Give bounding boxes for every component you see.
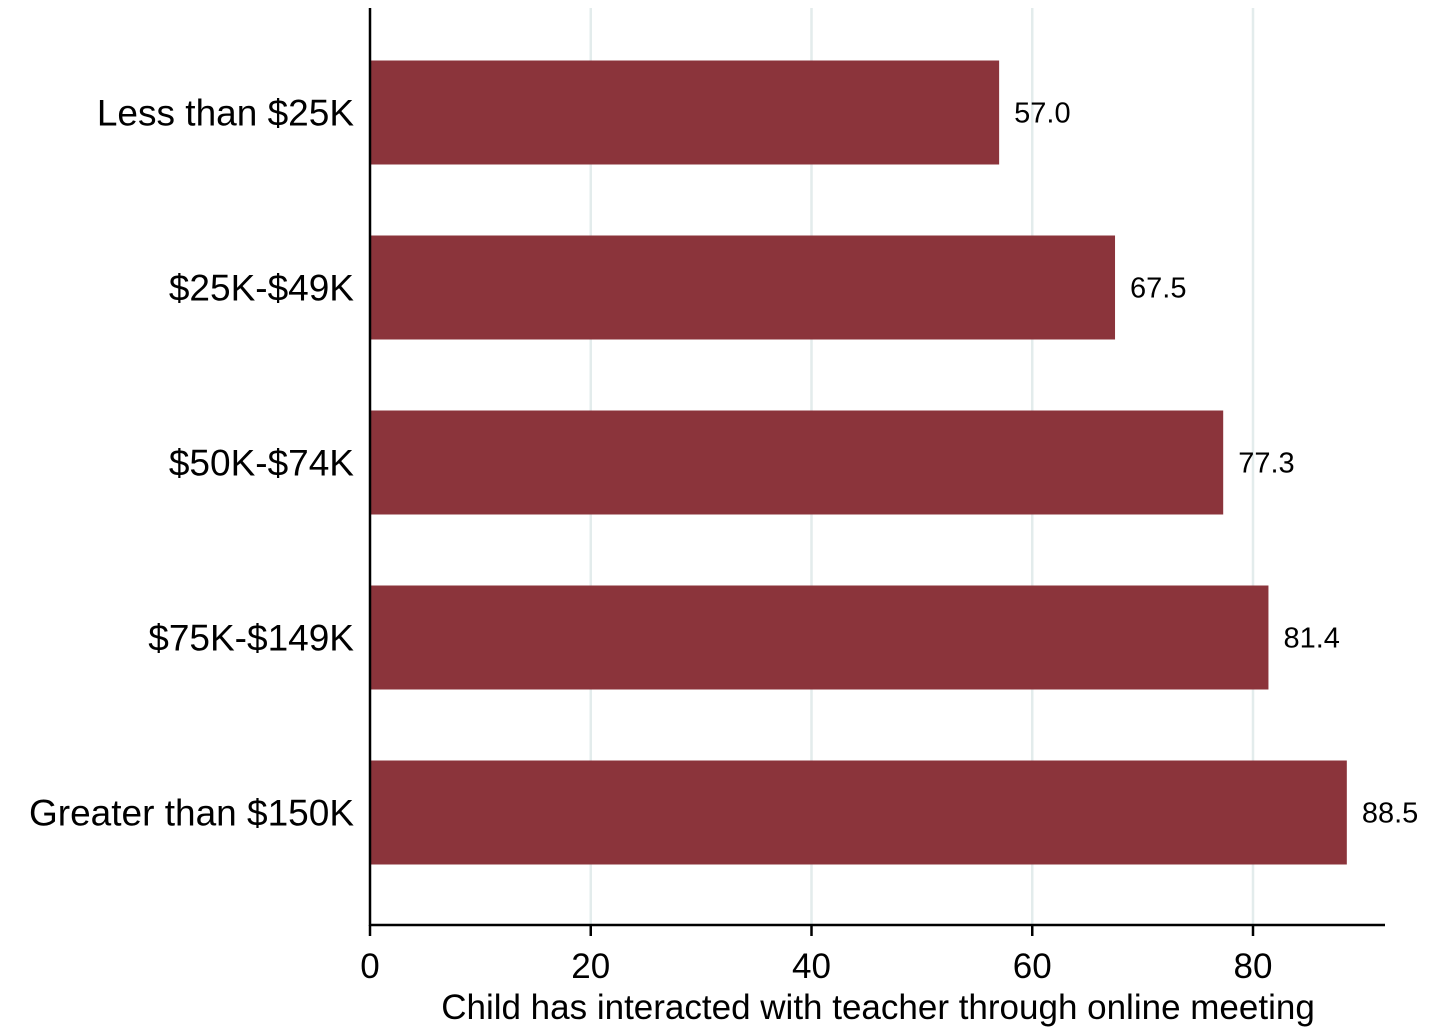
bar-2 xyxy=(370,235,1116,340)
x-axis-title: Child has interacted with teacher throug… xyxy=(441,988,1315,1027)
data-label-1: 57.0 xyxy=(1014,98,1070,130)
data-labels: 57.0 67.5 77.3 81.4 88.5 xyxy=(1014,98,1418,830)
category-label-4: $75K-$149K xyxy=(148,618,354,659)
data-label-2: 67.5 xyxy=(1130,273,1186,305)
x-ticks: 0 20 40 60 80 xyxy=(360,925,1272,986)
data-label-3: 77.3 xyxy=(1238,448,1294,480)
bars xyxy=(370,60,1347,865)
axes xyxy=(368,8,1385,927)
category-label-2: $25K-$49K xyxy=(169,268,354,309)
x-tick-label-80: 80 xyxy=(1234,947,1273,986)
category-label-1: Less than $25K xyxy=(97,93,354,134)
data-label-4: 81.4 xyxy=(1283,623,1339,655)
bar-4 xyxy=(370,585,1269,690)
x-tick-label-0: 0 xyxy=(360,947,379,986)
category-label-3: $50K-$74K xyxy=(169,443,354,484)
bar-3 xyxy=(370,410,1224,515)
category-label-5: Greater than $150K xyxy=(29,793,354,834)
category-labels: Less than $25K $25K-$49K $50K-$74K $75K-$14… xyxy=(29,93,354,834)
x-tick-label-60: 60 xyxy=(1013,947,1052,986)
bar-5 xyxy=(370,760,1347,865)
data-label-5: 88.5 xyxy=(1362,798,1418,830)
bar-1 xyxy=(370,60,1000,165)
x-tick-label-20: 20 xyxy=(571,947,610,986)
x-tick-label-40: 40 xyxy=(792,947,831,986)
